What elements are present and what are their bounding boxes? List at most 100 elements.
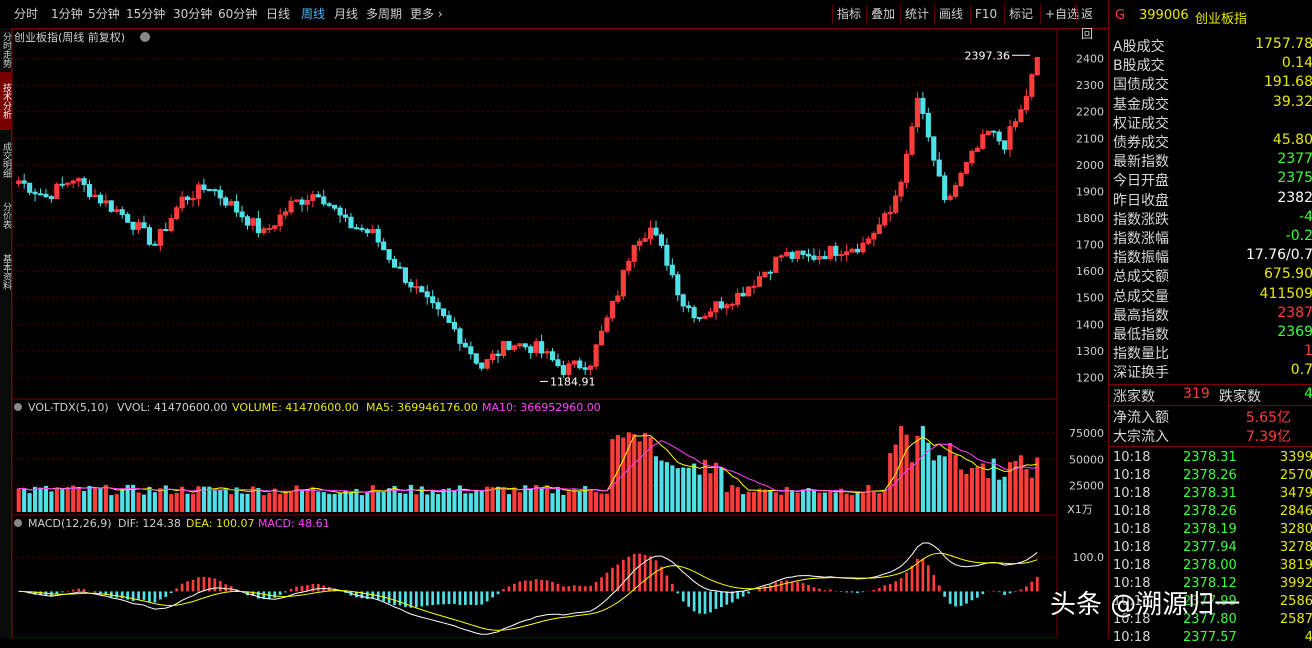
- candle-body: [326, 203, 332, 206]
- candle-body: [239, 211, 245, 218]
- period-tab-6[interactable]: 日线: [266, 7, 291, 21]
- candle-body: [168, 218, 174, 232]
- volume-bar: [316, 491, 321, 512]
- volume-bar: [904, 434, 909, 512]
- volume-bar: [997, 479, 1002, 512]
- period-tab-9[interactable]: 多周期: [366, 7, 403, 21]
- tool-button-0[interactable]: 指标: [832, 4, 865, 24]
- tick-volume: 3992: [1279, 576, 1312, 591]
- stat-row: 最新指数 2377: [1109, 151, 1312, 170]
- period-tab-8[interactable]: 月线: [334, 7, 359, 21]
- candle-body: [756, 276, 763, 287]
- candle-body: [391, 258, 398, 268]
- volume-bar: [22, 488, 27, 512]
- tool-button-5[interactable]: 标记: [1004, 4, 1037, 24]
- candle-body: [468, 346, 474, 355]
- candle-body: [511, 345, 517, 350]
- tool-button-6[interactable]: +自选: [1040, 4, 1083, 24]
- period-tab-4[interactable]: 30分钟: [173, 7, 213, 21]
- candle-body: [261, 228, 267, 234]
- period-tab-1[interactable]: 1分钟: [51, 7, 83, 21]
- tick-volume: 2570: [1279, 468, 1312, 483]
- candle-body: [397, 266, 403, 269]
- side-tab-0[interactable]: 分时走势: [1, 32, 11, 68]
- stat-row: 权证成交: [1109, 113, 1312, 132]
- tick-row: 10:18 2377.94 3278: [1109, 540, 1312, 558]
- volume-bar: [833, 492, 838, 512]
- volume-bar: [381, 490, 386, 512]
- candle-body: [746, 286, 752, 297]
- candle-body: [479, 362, 485, 369]
- volume-bar: [866, 485, 871, 512]
- stat-label: 权证成交: [1113, 115, 1169, 132]
- tool-button-2[interactable]: 统计: [900, 4, 933, 24]
- volume-bar: [692, 463, 697, 512]
- volume-bar: [534, 484, 539, 512]
- candle-body: [598, 330, 605, 346]
- settings-icon: [14, 403, 22, 411]
- volume-bar: [980, 463, 985, 512]
- volume-bar: [239, 493, 245, 512]
- volume-bar: [615, 434, 620, 512]
- tool-button-7[interactable]: 返回: [1076, 4, 1108, 41]
- candle-body: [76, 178, 82, 182]
- flow-value: 7.39亿: [1245, 429, 1291, 445]
- candle-body: [898, 181, 904, 197]
- price-tick-label: 2300: [1076, 79, 1104, 92]
- candle-body: [876, 224, 882, 234]
- period-tab-3[interactable]: 15分钟: [126, 7, 166, 21]
- tool-button-4[interactable]: F10: [970, 4, 1001, 24]
- candle-body: [718, 301, 724, 309]
- side-tab-1[interactable]: 技术分析: [0, 72, 11, 130]
- price-annotation: 1184.91: [550, 375, 596, 388]
- candle-body: [223, 197, 229, 206]
- period-tab-5[interactable]: 60分钟: [218, 7, 258, 21]
- tool-button-3[interactable]: 画线: [934, 4, 967, 24]
- period-tab-0[interactable]: 分时: [14, 7, 39, 21]
- volume-bar: [822, 492, 827, 512]
- period-tab-7[interactable]: 周线: [301, 7, 326, 21]
- volume-bar: [942, 456, 947, 512]
- side-tab-3[interactable]: 分价表: [1, 201, 11, 229]
- volume-bar: [828, 491, 833, 512]
- volume-bar: [790, 489, 795, 512]
- tick-price: 2378.31: [1183, 486, 1237, 501]
- tool-button-1[interactable]: 叠加: [866, 4, 899, 24]
- candle-body: [626, 260, 632, 271]
- flow-value: 5.65亿: [1245, 410, 1291, 426]
- candle-body: [838, 254, 844, 257]
- volume-bar: [958, 469, 964, 512]
- volume-bar: [152, 492, 157, 512]
- tick-row: 10:18 2377.80 2587: [1109, 612, 1312, 630]
- candle-body: [54, 183, 60, 200]
- volume-bar: [136, 492, 141, 512]
- stat-value: 0.7: [1290, 362, 1312, 379]
- candle-body: [315, 194, 321, 198]
- volume-bar: [229, 494, 234, 512]
- volume-bar: [283, 491, 288, 512]
- candle-body: [735, 292, 741, 305]
- side-tab-4[interactable]: 基本资料: [1, 254, 11, 290]
- volume-bar: [730, 485, 735, 512]
- stat-row: 最低指数 2369: [1109, 324, 1312, 343]
- candle-body: [419, 286, 425, 293]
- volume-bar: [860, 492, 866, 512]
- tick-volume: 3819: [1279, 558, 1312, 573]
- volume-bar: [310, 487, 315, 512]
- stat-row: A股成交 1757.78: [1109, 36, 1312, 55]
- stat-label: 最新指数: [1113, 154, 1169, 171]
- candle-body: [244, 216, 251, 226]
- volume-bar: [762, 489, 768, 512]
- period-tab-10[interactable]: 更多 ›: [410, 7, 443, 21]
- volume-bar: [610, 439, 615, 512]
- candle-body: [805, 253, 812, 257]
- volume-bar: [359, 495, 364, 512]
- candle-body: [811, 255, 817, 260]
- volume-bar: [686, 467, 691, 512]
- ma5-label: MA5: 369946176.00: [366, 401, 478, 414]
- side-tab-2[interactable]: 成交明细: [1, 142, 11, 178]
- tick-row: 10:18 2378.00 3819: [1109, 558, 1312, 576]
- period-tab-2[interactable]: 5分钟: [88, 7, 120, 21]
- tick-volume: 2587: [1279, 612, 1312, 627]
- volume-tick-label: 25000: [1069, 480, 1104, 493]
